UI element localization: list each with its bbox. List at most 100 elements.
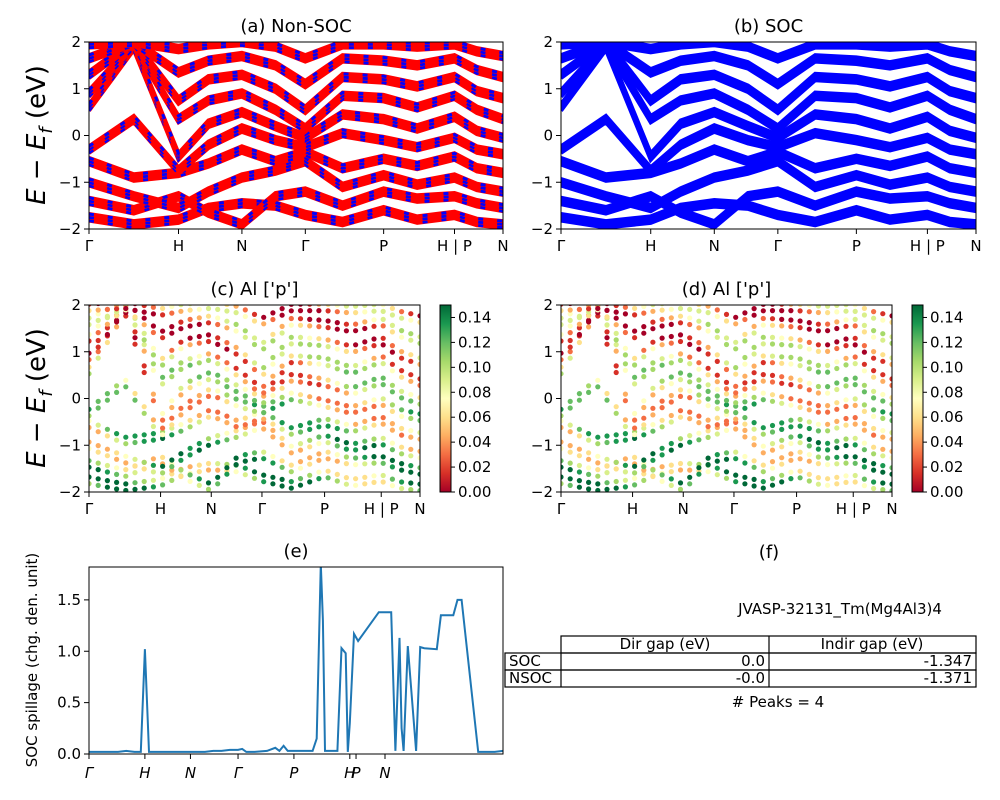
projection-point [89,364,92,370]
projection-point [788,336,794,342]
projection-point [806,305,812,308]
panel-e-title: (e) [283,541,308,562]
projection-point [187,362,193,368]
projection-point [224,305,230,308]
non-soc-band-dash [89,113,503,170]
projection-point [389,408,395,414]
projection-point [399,444,405,450]
projection-point [825,321,831,327]
projection-point [659,398,665,404]
projection-point [380,402,386,408]
projection-point [788,457,794,463]
projection-point [613,363,619,369]
projection-point [567,467,573,473]
projection-point [825,476,831,482]
projection-point [705,396,711,402]
projection-point [270,399,276,405]
panel-a-xtick-label: N [236,237,247,255]
projection-point [723,469,730,475]
projection-point [150,361,156,367]
projection-point [880,337,886,343]
projection-point [160,417,166,423]
projection-point [705,455,711,461]
projection-point [325,468,331,474]
projection-point [852,382,858,388]
projection-point [362,359,368,365]
projection-point [233,351,239,357]
projection-point [714,465,720,471]
projection-point [714,406,720,412]
projection-point [705,365,711,371]
projection-point [380,442,386,448]
projection-point [561,322,564,328]
projection-point [150,398,156,404]
projection-point [408,317,414,323]
projection-point [659,362,665,368]
projection-point [595,434,601,440]
projection-point [613,438,619,444]
projection-point [742,405,748,411]
projection-point [779,323,785,329]
projection-point [123,305,129,312]
projection-point [843,422,849,428]
projection-point [852,335,858,341]
peaks-count: # Peaks = 4 [732,693,824,711]
soc-band [561,42,976,58]
projection-point [307,323,313,329]
projection-point [622,311,629,317]
projection-point [178,385,184,391]
projection-point [705,403,711,409]
projection-point [705,462,711,468]
panel-a-xtick-label: Γ [85,237,94,255]
projection-point [169,432,175,438]
projection-point [288,479,294,485]
projection-point [834,325,840,332]
projection-point [825,305,831,309]
projection-point [880,480,886,486]
projection-point [178,308,184,314]
soc-band [561,155,976,207]
projection-point [779,308,785,314]
projection-point [815,390,822,396]
projection-point [880,372,886,378]
projection-point [714,313,720,320]
projection-point [95,337,101,344]
projection-point [641,354,647,360]
projection-point [641,330,647,336]
projection-point [723,311,730,317]
projection-point [668,306,674,312]
projection-point [178,360,184,366]
projection-point [297,334,304,340]
projection-point [861,361,868,367]
projection-point [261,383,267,389]
projection-point [687,395,693,401]
projection-point [567,323,573,329]
non-soc-band-dash [89,42,503,157]
non-soc-band [89,42,503,113]
projection-point [595,377,601,383]
projection-point [242,352,248,358]
projection-point [586,471,592,477]
projection-point [687,474,693,480]
projection-point [622,305,628,310]
projection-point [815,475,822,481]
projection-point [687,467,693,473]
projection-point [843,308,849,314]
projection-point [132,335,138,341]
projection-point [316,396,322,402]
projection-point [353,455,359,461]
projection-point [779,400,785,406]
projection-point [595,299,600,304]
projection-point [723,335,730,341]
projection-point [880,469,886,475]
projection-point [169,347,175,353]
projection-point [861,421,868,427]
projection-point [353,440,359,446]
projection-point [677,414,684,420]
projection-point [843,442,849,449]
projection-point [576,453,583,459]
projection-point [871,407,877,413]
panel-c-al-p: (c) Al ['p']210−1−2Γ H N Γ P H | P N0.140.120.… [59,279,492,518]
projection-point [586,306,592,312]
projection-point [141,410,147,416]
